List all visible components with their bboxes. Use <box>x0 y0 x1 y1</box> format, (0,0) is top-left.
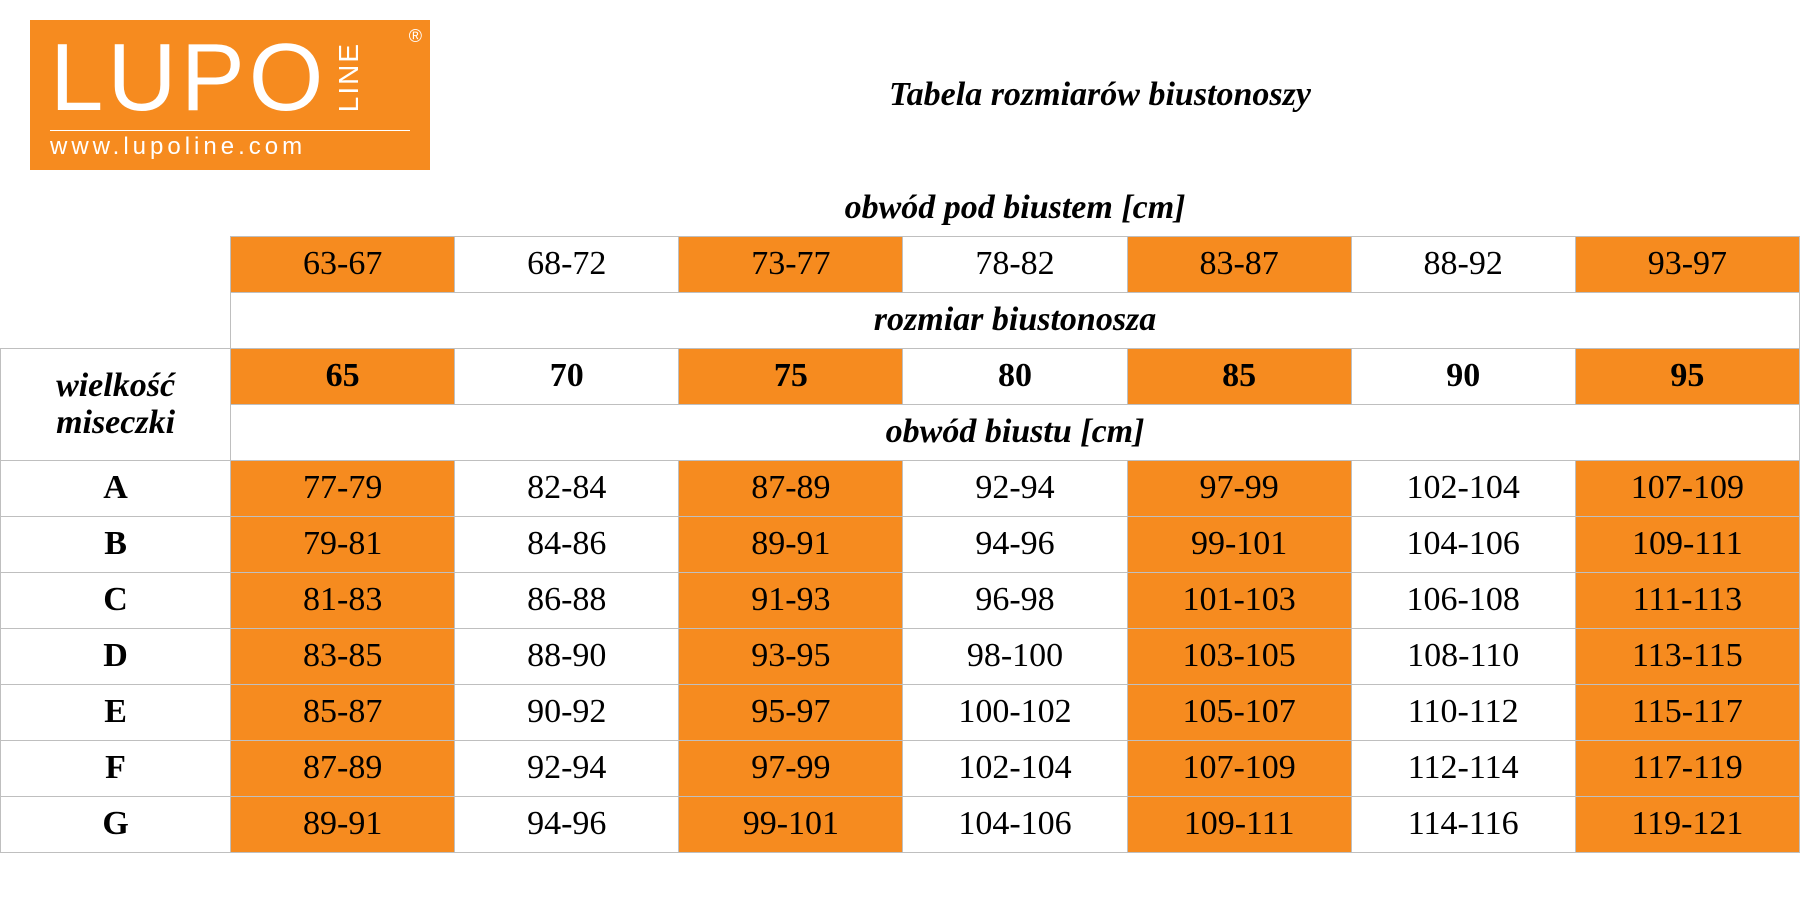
cell-D-6: 113-115 <box>1575 628 1799 684</box>
bra-size-row: wielkość miseczki 65 70 75 80 85 90 95 <box>1 348 1800 404</box>
underbust-3: 78-82 <box>903 236 1127 292</box>
cell-C-2: 91-93 <box>679 572 903 628</box>
cell-A-0: 77-79 <box>231 460 455 516</box>
cell-C-1: 86-88 <box>455 572 679 628</box>
brasize-1: 70 <box>455 348 679 404</box>
cell-G-6: 119-121 <box>1575 796 1799 852</box>
brasize-2: 75 <box>679 348 903 404</box>
logo-side-text: LINE <box>335 42 363 112</box>
cell-F-2: 97-99 <box>679 740 903 796</box>
cup-E: E <box>1 684 231 740</box>
cell-G-1: 94-96 <box>455 796 679 852</box>
underbust-label-row: obwód pod biustem [cm] <box>1 180 1800 236</box>
cell-E-1: 90-92 <box>455 684 679 740</box>
cup-size-label: wielkość miseczki <box>1 348 231 460</box>
table-row: E 85-87 90-92 95-97 100-102 105-107 110-… <box>1 684 1800 740</box>
cell-G-0: 89-91 <box>231 796 455 852</box>
cell-C-6: 111-113 <box>1575 572 1799 628</box>
cell-D-1: 88-90 <box>455 628 679 684</box>
cell-B-0: 79-81 <box>231 516 455 572</box>
underbust-2: 73-77 <box>679 236 903 292</box>
cell-D-4: 103-105 <box>1127 628 1351 684</box>
bra-size-label-row: rozmiar biustonosza <box>1 292 1800 348</box>
underbust-4: 83-87 <box>1127 236 1351 292</box>
bust-label-row: obwód biustu [cm] <box>1 404 1800 460</box>
cup-B: B <box>1 516 231 572</box>
cell-F-5: 112-114 <box>1351 740 1575 796</box>
cell-F-3: 102-104 <box>903 740 1127 796</box>
cup-size-label-1: wielkość <box>56 367 175 404</box>
brasize-5: 90 <box>1351 348 1575 404</box>
cell-G-2: 99-101 <box>679 796 903 852</box>
page: ® LUPO LINE www.lupoline.com Tabela rozm… <box>0 0 1800 853</box>
cell-E-6: 115-117 <box>1575 684 1799 740</box>
cup-G: G <box>1 796 231 852</box>
cell-E-3: 100-102 <box>903 684 1127 740</box>
table-row: A 77-79 82-84 87-89 92-94 97-99 102-104 … <box>1 460 1800 516</box>
cell-A-2: 87-89 <box>679 460 903 516</box>
cell-B-3: 94-96 <box>903 516 1127 572</box>
cell-G-3: 104-106 <box>903 796 1127 852</box>
underbust-label: obwód pod biustem [cm] <box>231 180 1800 236</box>
cell-E-5: 110-112 <box>1351 684 1575 740</box>
cell-D-0: 83-85 <box>231 628 455 684</box>
table-row: B 79-81 84-86 89-91 94-96 99-101 104-106… <box>1 516 1800 572</box>
cell-B-1: 84-86 <box>455 516 679 572</box>
brasize-4: 85 <box>1127 348 1351 404</box>
brasize-0: 65 <box>231 348 455 404</box>
size-table: obwód pod biustem [cm] 63-67 68-72 73-77… <box>0 180 1800 853</box>
logo-main-text: LUPO <box>50 30 327 126</box>
table-row: D 83-85 88-90 93-95 98-100 103-105 108-1… <box>1 628 1800 684</box>
cell-A-6: 107-109 <box>1575 460 1799 516</box>
page-title: Tabela rozmiarów biustonoszy <box>430 76 1770 114</box>
cell-F-0: 87-89 <box>231 740 455 796</box>
cell-C-0: 81-83 <box>231 572 455 628</box>
cell-E-2: 95-97 <box>679 684 903 740</box>
underbust-range-row: 63-67 68-72 73-77 78-82 83-87 88-92 93-9… <box>1 236 1800 292</box>
bust-label: obwód biustu [cm] <box>231 404 1800 460</box>
bra-size-label: rozmiar biustonosza <box>231 292 1800 348</box>
header: ® LUPO LINE www.lupoline.com Tabela rozm… <box>0 0 1800 180</box>
cup-A: A <box>1 460 231 516</box>
cell-D-5: 108-110 <box>1351 628 1575 684</box>
logo-url: www.lupoline.com <box>50 130 410 161</box>
brasize-6: 95 <box>1575 348 1799 404</box>
cell-B-2: 89-91 <box>679 516 903 572</box>
cell-G-4: 109-111 <box>1127 796 1351 852</box>
cup-C: C <box>1 572 231 628</box>
table-row: F 87-89 92-94 97-99 102-104 107-109 112-… <box>1 740 1800 796</box>
cell-F-6: 117-119 <box>1575 740 1799 796</box>
cup-size-label-2: miseczki <box>56 404 175 441</box>
table-row: G 89-91 94-96 99-101 104-106 109-111 114… <box>1 796 1800 852</box>
cell-C-5: 106-108 <box>1351 572 1575 628</box>
cell-A-4: 97-99 <box>1127 460 1351 516</box>
cell-A-3: 92-94 <box>903 460 1127 516</box>
cell-F-1: 92-94 <box>455 740 679 796</box>
cell-E-4: 105-107 <box>1127 684 1351 740</box>
underbust-0: 63-67 <box>231 236 455 292</box>
cell-D-2: 93-95 <box>679 628 903 684</box>
logo-text: LUPO LINE <box>50 30 410 126</box>
cell-B-6: 109-111 <box>1575 516 1799 572</box>
underbust-5: 88-92 <box>1351 236 1575 292</box>
table-row: C 81-83 86-88 91-93 96-98 101-103 106-10… <box>1 572 1800 628</box>
cup-F: F <box>1 740 231 796</box>
cell-B-4: 99-101 <box>1127 516 1351 572</box>
underbust-1: 68-72 <box>455 236 679 292</box>
cell-F-4: 107-109 <box>1127 740 1351 796</box>
cell-E-0: 85-87 <box>231 684 455 740</box>
cell-C-3: 96-98 <box>903 572 1127 628</box>
underbust-6: 93-97 <box>1575 236 1799 292</box>
cell-B-5: 104-106 <box>1351 516 1575 572</box>
brasize-3: 80 <box>903 348 1127 404</box>
cell-C-4: 101-103 <box>1127 572 1351 628</box>
registered-mark: ® <box>409 26 422 47</box>
cell-G-5: 114-116 <box>1351 796 1575 852</box>
cell-A-5: 102-104 <box>1351 460 1575 516</box>
cell-D-3: 98-100 <box>903 628 1127 684</box>
brand-logo: ® LUPO LINE www.lupoline.com <box>30 20 430 170</box>
cup-D: D <box>1 628 231 684</box>
cell-A-1: 82-84 <box>455 460 679 516</box>
